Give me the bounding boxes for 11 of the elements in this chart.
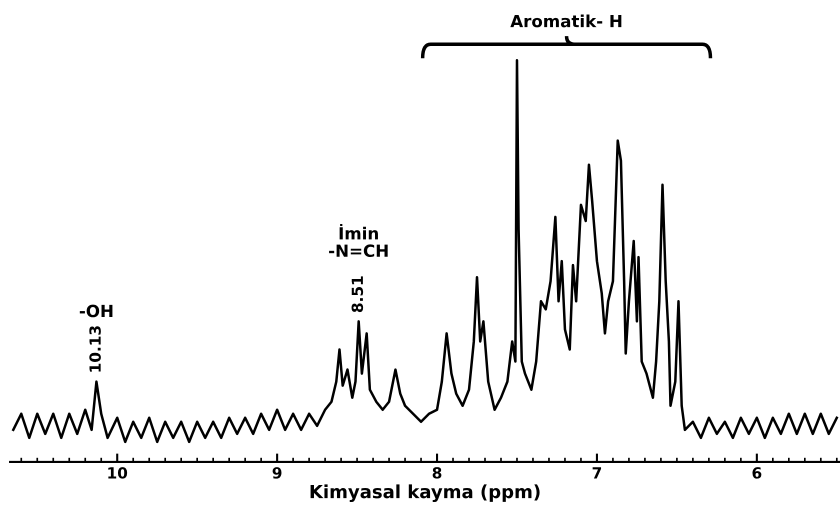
x-tick-label: 8 [432,467,442,479]
annotation: 10.13 [89,326,101,372]
text: Aromatik- H [510,14,622,28]
x-axis-title: Kimyasal kayma (ppm) [310,484,540,502]
annotation: İmin -N=CH [329,224,388,258]
x-tick-label: 9 [272,467,282,479]
x-tick-label: 7 [592,467,602,478]
x-tick-label: 10 [108,467,128,479]
annotation: 8.51 [352,276,364,312]
annotation: -OH [80,304,112,318]
x-tick-label: 6 [752,467,762,479]
